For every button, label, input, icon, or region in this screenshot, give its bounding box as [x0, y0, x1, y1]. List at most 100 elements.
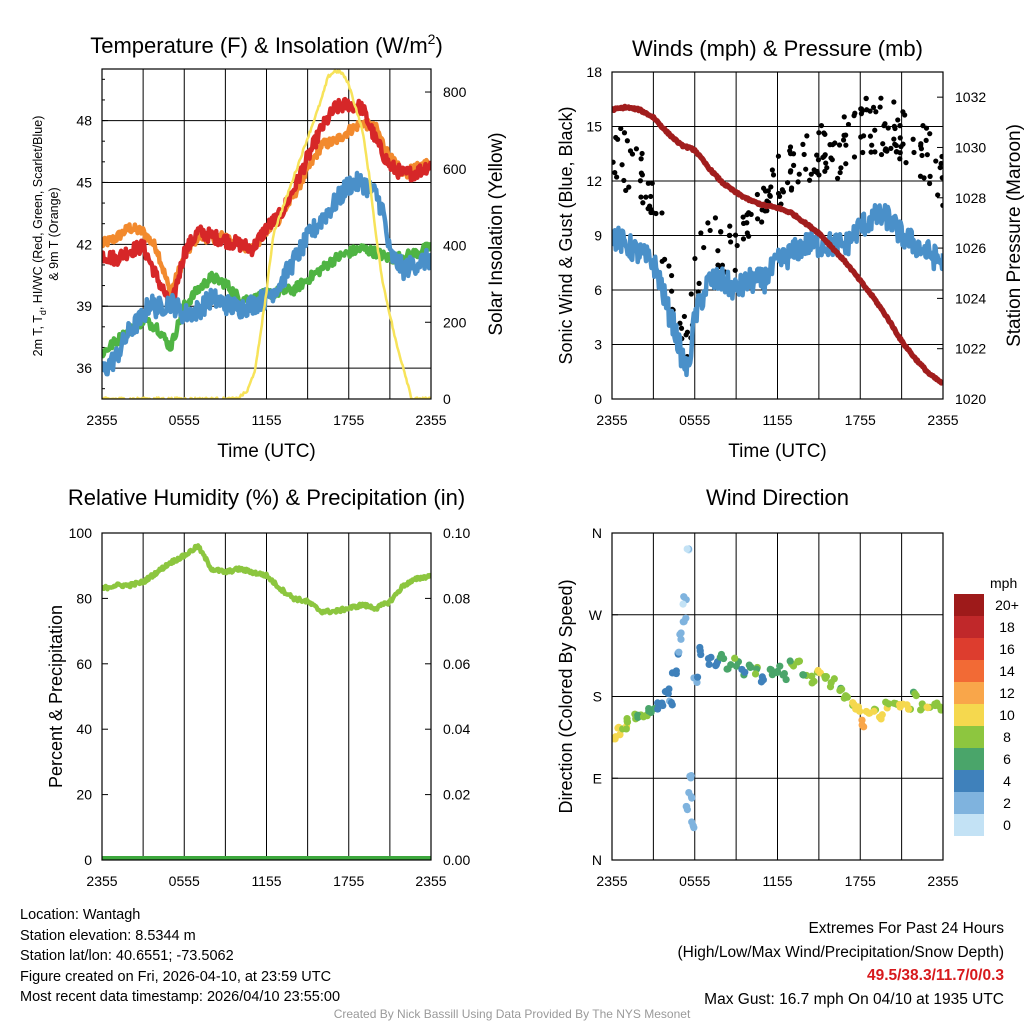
gust-point: [779, 187, 785, 193]
gust-point: [939, 153, 943, 160]
direction-point: [675, 648, 683, 656]
gust-point: [858, 106, 865, 112]
series-relative-humidity: [102, 543, 431, 616]
direction-point: [858, 721, 866, 729]
gust-point: [707, 227, 713, 234]
gust-point: [924, 152, 930, 158]
gust-point: [919, 152, 925, 159]
gust-point: [732, 267, 738, 273]
gust-point: [893, 149, 899, 155]
x-tick-label: 2355: [596, 412, 627, 428]
direction-point: [704, 654, 713, 663]
x-tick-label: 0555: [679, 873, 710, 889]
gust-point: [926, 180, 933, 187]
direction-point: [776, 662, 784, 670]
y2-tick-label: 400: [443, 238, 467, 254]
gust-point: [688, 291, 694, 297]
gust-point: [864, 107, 870, 113]
x-tick-label: 1155: [251, 412, 281, 428]
direction-point: [842, 692, 850, 700]
direction-point: [677, 635, 685, 643]
y2-tick-label: 0.08: [443, 590, 470, 606]
gust-point: [669, 272, 675, 279]
y-axis-label-2: & 9m T (Orange): [47, 187, 61, 280]
gust-point: [903, 160, 909, 166]
gust-point: [638, 156, 644, 162]
gust-point: [824, 165, 830, 171]
gust-point: [770, 172, 777, 178]
gust-point: [877, 104, 883, 110]
gust-point: [851, 113, 857, 119]
plot-frame: [101, 532, 432, 861]
direction-point: [758, 673, 766, 681]
gust-point: [648, 193, 654, 200]
direction-point: [732, 662, 741, 670]
title-end: ): [435, 33, 442, 58]
colorbar-swatch: [954, 792, 984, 814]
chart-title: Relative Humidity (%) & Precipitation (i…: [68, 485, 465, 510]
y-tick-label: N: [592, 852, 602, 868]
chart-temperature: Temperature (F) & Insolation (W/m2) 36 39 4…: [31, 31, 507, 462]
direction-point: [856, 707, 864, 715]
gust-point: [804, 133, 810, 139]
y-tick-label: 20: [76, 787, 92, 803]
x-tick-label: 1755: [845, 873, 876, 889]
gust-point: [765, 188, 771, 194]
gust-point: [822, 131, 828, 137]
y-tick-label: 0: [84, 852, 92, 868]
gust-point: [843, 161, 849, 167]
gust-point: [637, 178, 644, 184]
gust-point: [837, 169, 843, 176]
colorbar-swatch: [954, 638, 984, 660]
gust-point: [918, 143, 924, 149]
gust-point: [659, 210, 665, 216]
gust-point: [897, 150, 903, 156]
gust-point: [640, 200, 646, 206]
y-tick-label: 15: [586, 119, 602, 135]
gust-point: [740, 214, 746, 220]
y-tick-label: 48: [76, 113, 92, 129]
plot-frame: [611, 71, 944, 400]
direction-point: [696, 647, 704, 655]
elevation-text: Station elevation: 8.5344 m: [20, 927, 196, 944]
gust-point: [712, 215, 719, 221]
direction-point: [668, 669, 677, 677]
gust-point: [923, 137, 929, 143]
gust-point: [683, 332, 689, 338]
gust-point: [843, 132, 849, 138]
gust-point: [832, 140, 838, 146]
y2-tick-label: 0.06: [443, 656, 470, 672]
gust-point: [626, 184, 632, 190]
gust-point: [661, 256, 668, 262]
gust-point: [681, 313, 687, 320]
gust-point: [643, 194, 649, 200]
direction-point: [912, 692, 920, 700]
gust-point: [900, 141, 906, 147]
gust-point: [728, 239, 734, 245]
colorbar-swatch: [954, 616, 984, 638]
gust-point: [762, 208, 768, 214]
gust-point: [851, 154, 858, 160]
extremes-panel: Extremes For Past 24 Hours (High/Low/Max…: [678, 917, 1005, 1011]
max-gust-text: Max Gust: 16.7 mph On 04/10 at 1935 UTC: [704, 990, 1004, 1008]
gust-point: [754, 191, 760, 198]
extremes-subtitle: (High/Low/Max Wind/Precipitation/Snow De…: [677, 943, 1005, 961]
colorbar-swatch: [954, 748, 984, 770]
direction-point: [665, 685, 673, 693]
gust-point: [698, 230, 704, 236]
colorbar-label: 0: [1003, 817, 1011, 833]
gust-point: [893, 142, 899, 149]
colorbar-swatch: [954, 814, 984, 836]
y-tick-label: 9: [594, 228, 602, 244]
gust-point: [815, 157, 822, 163]
gust-point: [796, 171, 802, 177]
recent-timestamp-text: Most recent data timestamp: 2026/04/10 2…: [20, 989, 341, 1005]
y-tick-label: 39: [76, 298, 92, 314]
y-axis-label: Direction (Colored By Speed): [556, 579, 576, 813]
gust-point: [803, 166, 809, 172]
gust-point: [645, 206, 651, 212]
gust-point: [858, 134, 864, 140]
gust-point: [645, 180, 651, 186]
colorbar-swatch: [954, 594, 984, 616]
gust-point: [759, 219, 765, 225]
